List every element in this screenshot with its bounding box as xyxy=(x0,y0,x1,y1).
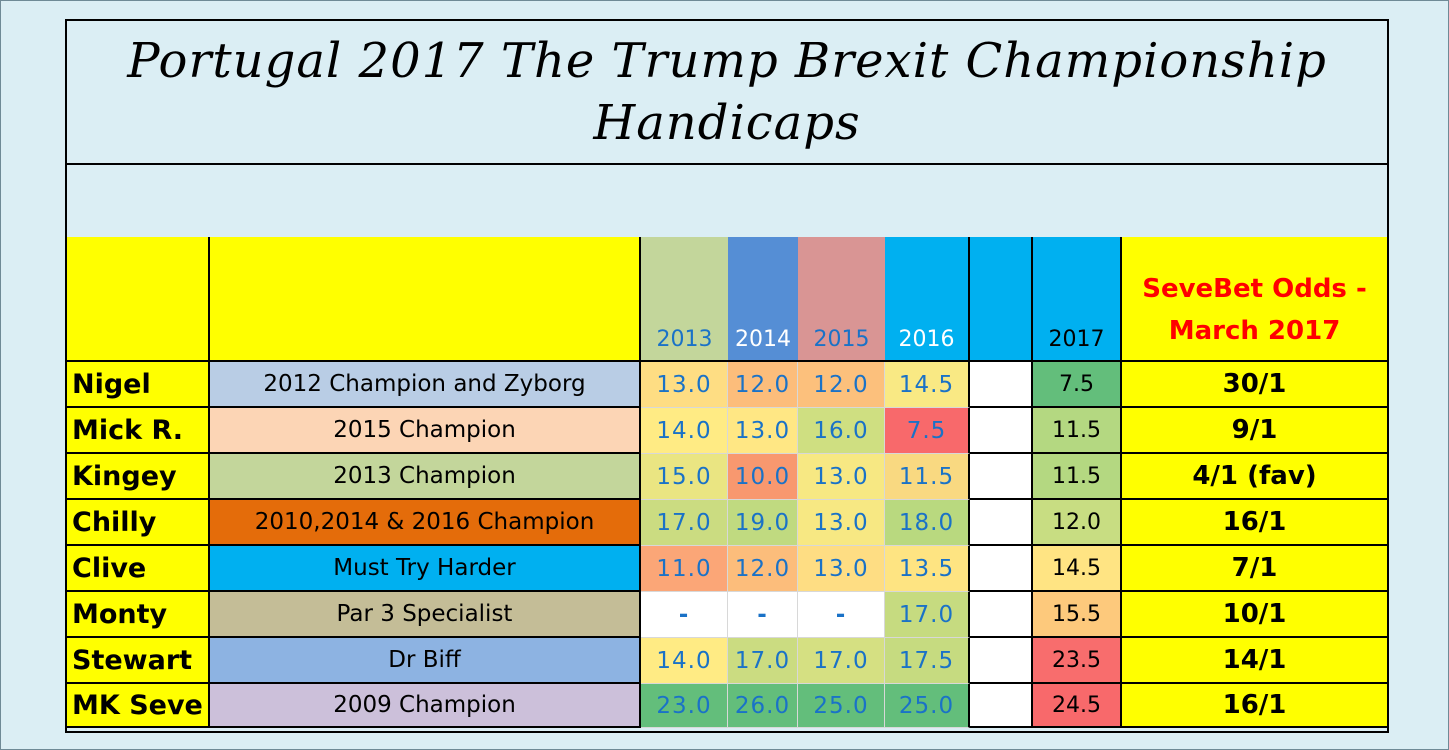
handicap-2013: 23.0 xyxy=(641,684,728,728)
handicap-2017: 12.0 xyxy=(1033,500,1122,546)
title-line-1: Portugal 2017 The Trump Brexit Champions… xyxy=(127,33,1327,89)
blank-cell xyxy=(970,500,1033,546)
sevebet-odds: 10/1 xyxy=(1122,592,1387,638)
sevebet-odds: 30/1 xyxy=(1122,362,1387,408)
handicap-2017: 14.5 xyxy=(1033,546,1122,592)
handicap-2017: 7.5 xyxy=(1033,362,1122,408)
header-odds-cell: SeveBet Odds - March 2017 xyxy=(1122,237,1387,362)
header-year-2017: 2017 xyxy=(1033,237,1122,362)
title-line-2: Handicaps xyxy=(593,95,861,151)
header-note-cell xyxy=(210,237,641,362)
handicap-2016: 17.0 xyxy=(885,592,970,638)
header-blank-cell xyxy=(970,237,1033,362)
header-year-2016: 2016 xyxy=(885,237,970,362)
blank-cell xyxy=(970,408,1033,454)
handicap-2014: - xyxy=(728,592,798,638)
handicap-2016: 14.5 xyxy=(885,362,970,408)
player-note: 2010,2014 & 2016 Champion xyxy=(210,500,641,546)
handicap-2014: 13.0 xyxy=(728,408,798,454)
handicap-2015: - xyxy=(798,592,885,638)
handicap-2015: 13.0 xyxy=(798,500,885,546)
handicap-2013: 14.0 xyxy=(641,638,728,684)
handicap-2014: 17.0 xyxy=(728,638,798,684)
handicap-2013: 17.0 xyxy=(641,500,728,546)
handicap-2015: 13.0 xyxy=(798,454,885,500)
player-name: Clive xyxy=(67,546,210,592)
player-name: Nigel xyxy=(67,362,210,408)
handicap-2014: 12.0 xyxy=(728,362,798,408)
player-note: 2015 Champion xyxy=(210,408,641,454)
blank-cell xyxy=(970,454,1033,500)
handicap-2013: 15.0 xyxy=(641,454,728,500)
sevebet-odds: 14/1 xyxy=(1122,638,1387,684)
handicap-2013: 14.0 xyxy=(641,408,728,454)
handicap-2016: 25.0 xyxy=(885,684,970,728)
handicap-2015: 12.0 xyxy=(798,362,885,408)
blank-cell xyxy=(970,546,1033,592)
player-name: Chilly xyxy=(67,500,210,546)
blank-cell xyxy=(970,638,1033,684)
handicap-2017: 23.5 xyxy=(1033,638,1122,684)
handicap-2016: 17.5 xyxy=(885,638,970,684)
player-note: 2012 Champion and Zyborg xyxy=(210,362,641,408)
player-note: 2009 Champion xyxy=(210,684,641,728)
blank-cell xyxy=(970,362,1033,408)
handicap-2014: 10.0 xyxy=(728,454,798,500)
handicap-2017: 11.5 xyxy=(1033,454,1122,500)
player-name: Stewart xyxy=(67,638,210,684)
player-name: Mick R. xyxy=(67,408,210,454)
odds-header-line-1: SeveBet Odds - xyxy=(1142,274,1367,304)
page-title: Portugal 2017 The Trump Brexit Champions… xyxy=(67,21,1387,165)
handicap-2014: 12.0 xyxy=(728,546,798,592)
handicap-2015: 13.0 xyxy=(798,546,885,592)
handicap-2016: 11.5 xyxy=(885,454,970,500)
player-note: Must Try Harder xyxy=(210,546,641,592)
handicap-2014: 19.0 xyxy=(728,500,798,546)
spacer-row xyxy=(67,165,1387,239)
player-note: Dr Biff xyxy=(210,638,641,684)
handicap-2013: 11.0 xyxy=(641,546,728,592)
sevebet-odds: 9/1 xyxy=(1122,408,1387,454)
sevebet-odds: 7/1 xyxy=(1122,546,1387,592)
sevebet-odds: 4/1 (fav) xyxy=(1122,454,1387,500)
handicap-2015: 25.0 xyxy=(798,684,885,728)
player-name: MK Seve xyxy=(67,684,210,728)
handicap-2013: 13.0 xyxy=(641,362,728,408)
handicap-2016: 13.5 xyxy=(885,546,970,592)
player-note: Par 3 Specialist xyxy=(210,592,641,638)
sevebet-odds: 16/1 xyxy=(1122,684,1387,728)
player-name: Kingey xyxy=(67,454,210,500)
header-year-2015: 2015 xyxy=(798,237,885,362)
handicap-2017: 15.5 xyxy=(1033,592,1122,638)
blank-cell xyxy=(970,592,1033,638)
handicap-sheet: Portugal 2017 The Trump Brexit Champions… xyxy=(65,19,1389,733)
handicap-2015: 16.0 xyxy=(798,408,885,454)
player-note: 2013 Champion xyxy=(210,454,641,500)
handicap-2016: 7.5 xyxy=(885,408,970,454)
header-year-2014: 2014 xyxy=(728,237,798,362)
handicap-2016: 18.0 xyxy=(885,500,970,546)
handicap-2015: 17.0 xyxy=(798,638,885,684)
sevebet-odds: 16/1 xyxy=(1122,500,1387,546)
handicap-2017: 24.5 xyxy=(1033,684,1122,728)
odds-header-line-2: March 2017 xyxy=(1168,316,1341,346)
handicap-2017: 11.5 xyxy=(1033,408,1122,454)
handicap-2013: - xyxy=(641,592,728,638)
header-name-cell xyxy=(67,237,210,362)
blank-cell xyxy=(970,684,1033,728)
handicap-2014: 26.0 xyxy=(728,684,798,728)
player-name: Monty xyxy=(67,592,210,638)
header-year-2013: 2013 xyxy=(641,237,728,362)
